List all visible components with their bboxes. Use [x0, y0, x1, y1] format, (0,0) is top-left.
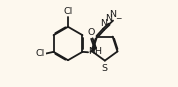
Text: −: − [115, 14, 121, 23]
Text: N: N [109, 10, 116, 19]
Text: Cl: Cl [63, 7, 73, 15]
Text: NH: NH [88, 47, 102, 56]
Text: O: O [88, 28, 95, 37]
Text: N: N [105, 14, 112, 23]
Text: S: S [102, 64, 108, 73]
Text: N: N [100, 19, 107, 28]
Text: Cl: Cl [36, 49, 45, 58]
